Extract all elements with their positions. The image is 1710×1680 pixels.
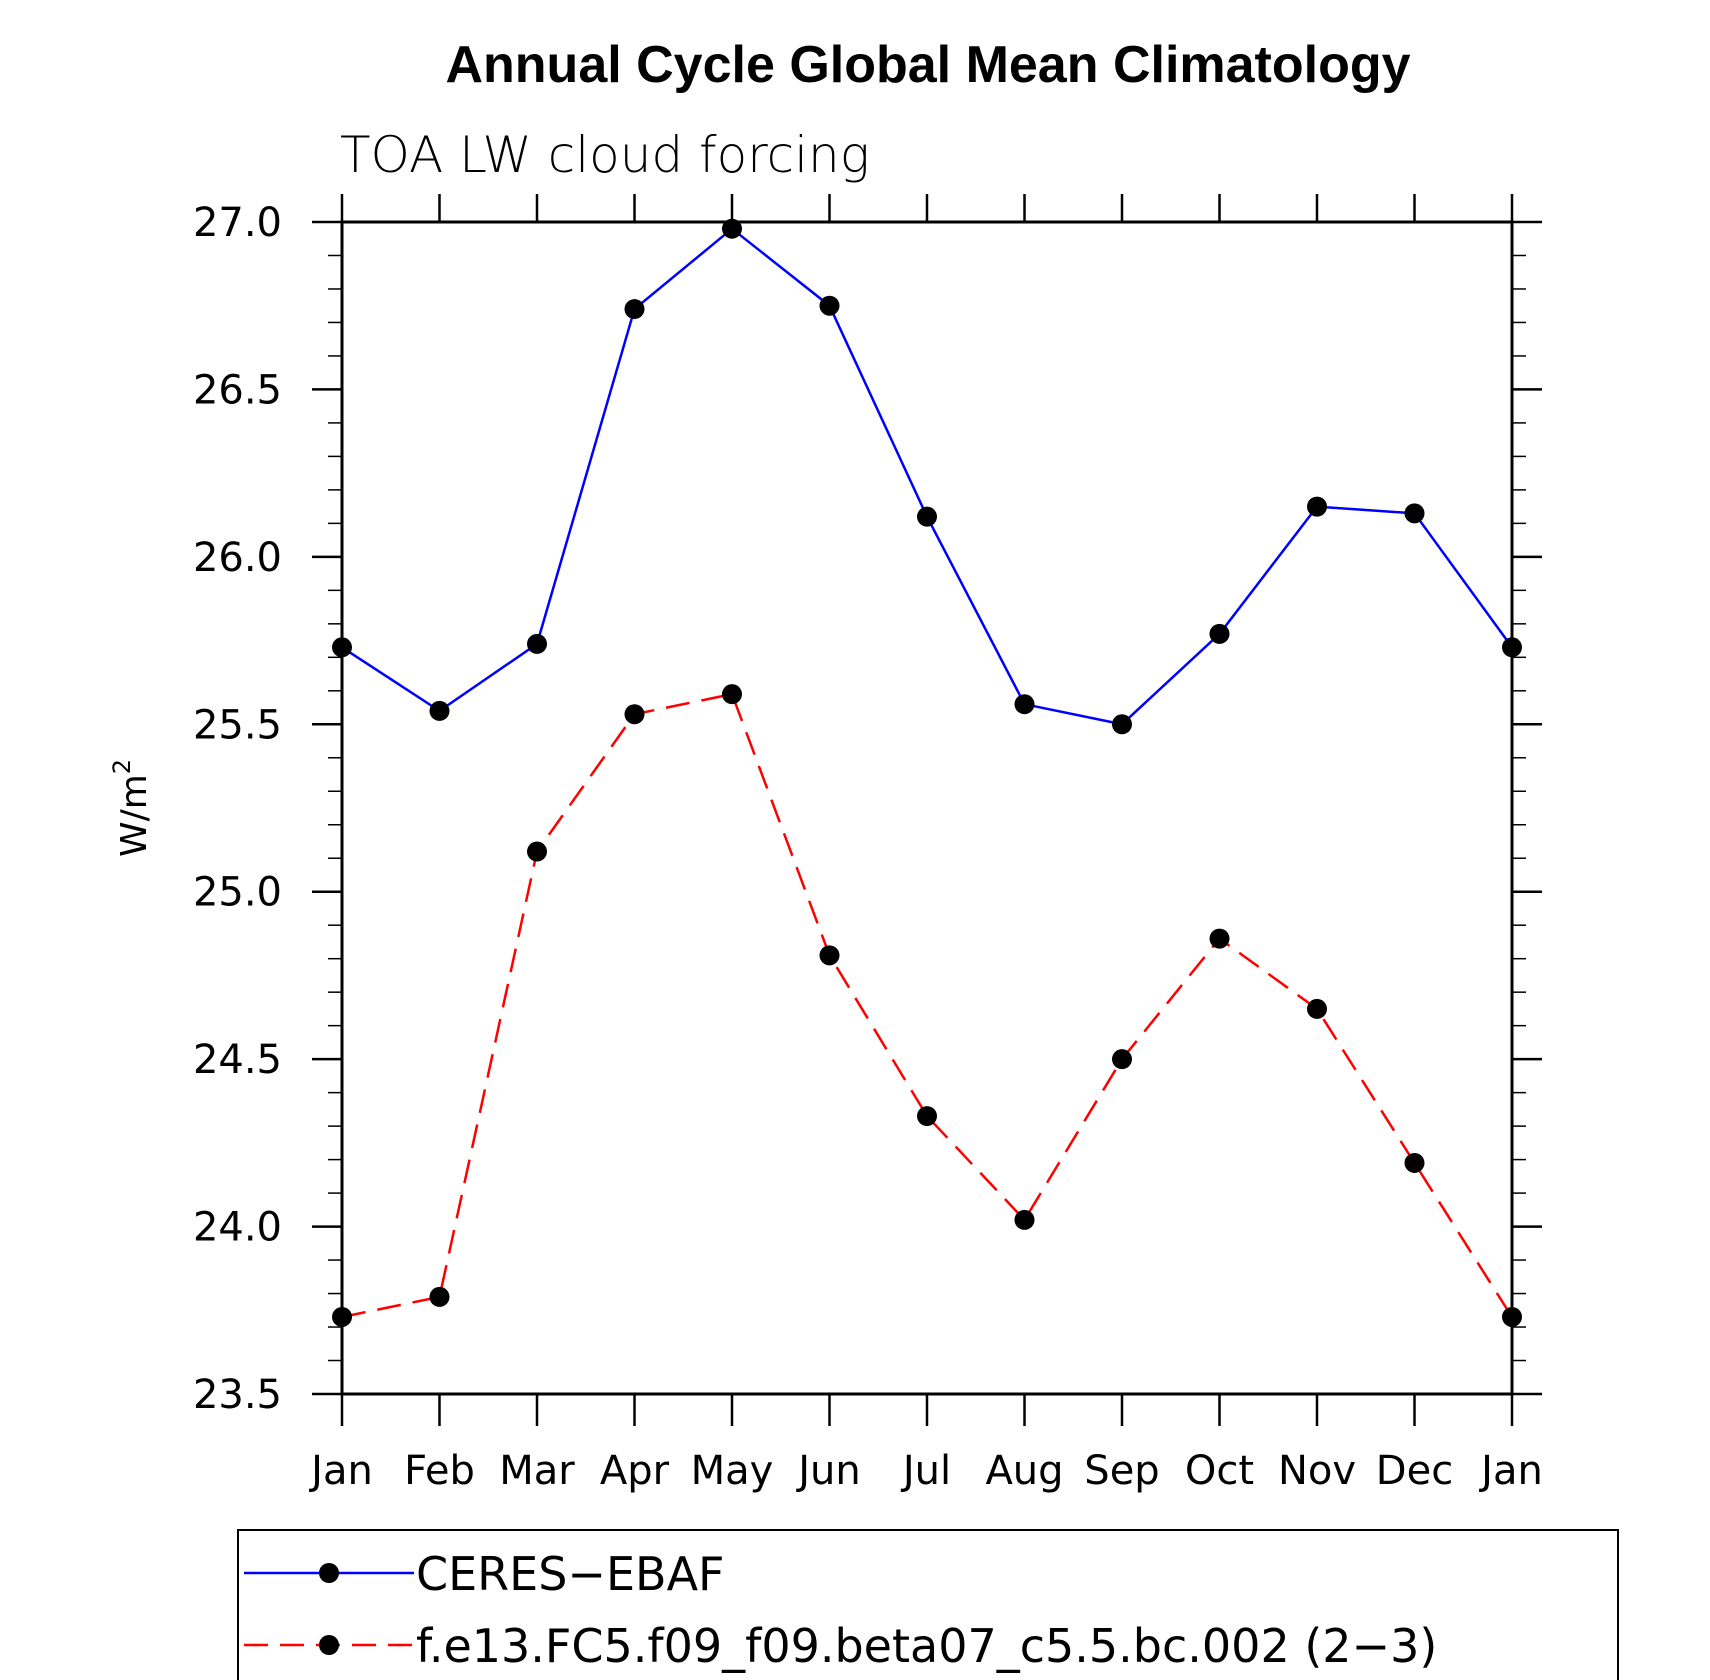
data-point	[1404, 1152, 1425, 1173]
data-point	[1502, 637, 1522, 658]
data-point	[332, 1306, 352, 1327]
chart-title: Annual Cycle Global Mean Climatology	[445, 36, 1410, 94]
legend-box	[237, 1529, 1619, 1680]
y-tick-label: 25.5	[193, 702, 282, 748]
data-point	[1502, 1306, 1522, 1327]
x-tick-label: Aug	[985, 1448, 1063, 1494]
legend: CERES−EBAF f.e13.FC5.f09_f09.beta07_c5.5…	[237, 1529, 1619, 1680]
x-tick-label: Feb	[404, 1448, 475, 1494]
y-tick-label: 23.5	[193, 1372, 282, 1418]
data-point	[527, 633, 547, 654]
data-point	[1209, 623, 1230, 644]
x-tick-label: Jan	[1478, 1448, 1543, 1494]
x-tick-label: Oct	[1185, 1448, 1254, 1494]
x-tick-label: Apr	[600, 1448, 670, 1494]
data-point	[1209, 928, 1230, 949]
y-tick-label: 24.0	[193, 1205, 282, 1251]
data-point	[1404, 503, 1425, 524]
legend-marker-model	[319, 1635, 339, 1655]
data-point	[1112, 1049, 1132, 1070]
data-point	[917, 506, 937, 527]
y-tick-label: 25.0	[193, 870, 282, 916]
data-point	[1014, 1209, 1035, 1230]
x-tick-label: Jan	[308, 1448, 373, 1494]
legend-label-model: f.e13.FC5.f09_f09.beta07_c5.5.bc.002 (2−…	[416, 1619, 1437, 1673]
y-axis-label: W/m2	[108, 759, 155, 857]
x-tick-label: May	[691, 1448, 774, 1494]
data-point	[819, 945, 840, 966]
chart-subtitle: TOA LW cloud forcing	[340, 126, 870, 184]
data-point	[819, 295, 840, 316]
data-point	[1014, 694, 1035, 715]
data-point	[527, 841, 547, 862]
data-point	[917, 1106, 937, 1127]
axis-ticks	[312, 194, 1542, 1426]
x-tick-labels: Jan Feb Mar Apr May Jun Jul Aug Sep Oct Nov Dec Jan	[308, 1448, 1543, 1494]
data-point	[624, 704, 645, 725]
data-point	[1307, 998, 1327, 1019]
data-point	[624, 299, 645, 320]
series-markers	[332, 218, 1522, 1327]
series-line-0	[341, 227, 1514, 726]
x-tick-label: Mar	[499, 1448, 575, 1494]
series-line-1	[341, 692, 1514, 1319]
data-point	[1112, 714, 1132, 735]
y-axis-label-superscript: 2	[108, 759, 136, 774]
legend-marker-ceres	[319, 1563, 339, 1583]
data-point	[722, 684, 742, 705]
data-point	[722, 218, 742, 239]
y-tick-labels: 23.5 24.0 24.5 25.0 25.5 26.0 26.5 27.0	[193, 200, 282, 1418]
y-tick-label: 24.5	[193, 1037, 282, 1083]
x-tick-label: Jun	[795, 1448, 861, 1494]
plot-frame	[340, 220, 1514, 1396]
x-tick-label: Sep	[1084, 1448, 1159, 1494]
data-point	[1307, 496, 1327, 517]
data-point	[429, 1286, 450, 1307]
y-tick-label: 27.0	[193, 200, 282, 246]
data-point	[332, 637, 352, 658]
x-tick-label: Nov	[1278, 1448, 1356, 1494]
legend-label-ceres: CERES−EBAF	[416, 1547, 725, 1601]
data-point	[429, 700, 450, 721]
series-lines	[341, 227, 1514, 1319]
x-tick-label: Jul	[900, 1448, 951, 1494]
y-axis-label-text: W/m	[114, 774, 155, 857]
y-tick-label: 26.5	[193, 367, 282, 413]
y-tick-label: 26.0	[193, 535, 282, 581]
x-tick-label: Dec	[1376, 1448, 1453, 1494]
